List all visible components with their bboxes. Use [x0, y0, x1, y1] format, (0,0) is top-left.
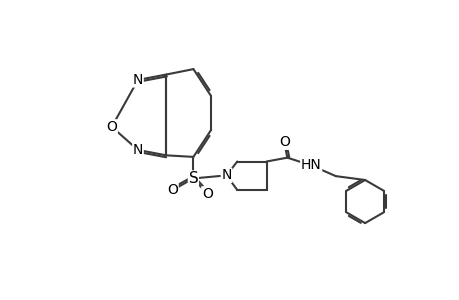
Text: N: N — [133, 73, 143, 87]
Text: N: N — [133, 143, 143, 157]
Text: HN: HN — [300, 158, 321, 172]
Text: O: O — [278, 135, 289, 149]
Text: S: S — [188, 171, 198, 186]
Text: O: O — [167, 183, 178, 197]
Text: O: O — [106, 120, 117, 134]
Text: N: N — [221, 168, 231, 182]
Text: O: O — [202, 187, 212, 201]
